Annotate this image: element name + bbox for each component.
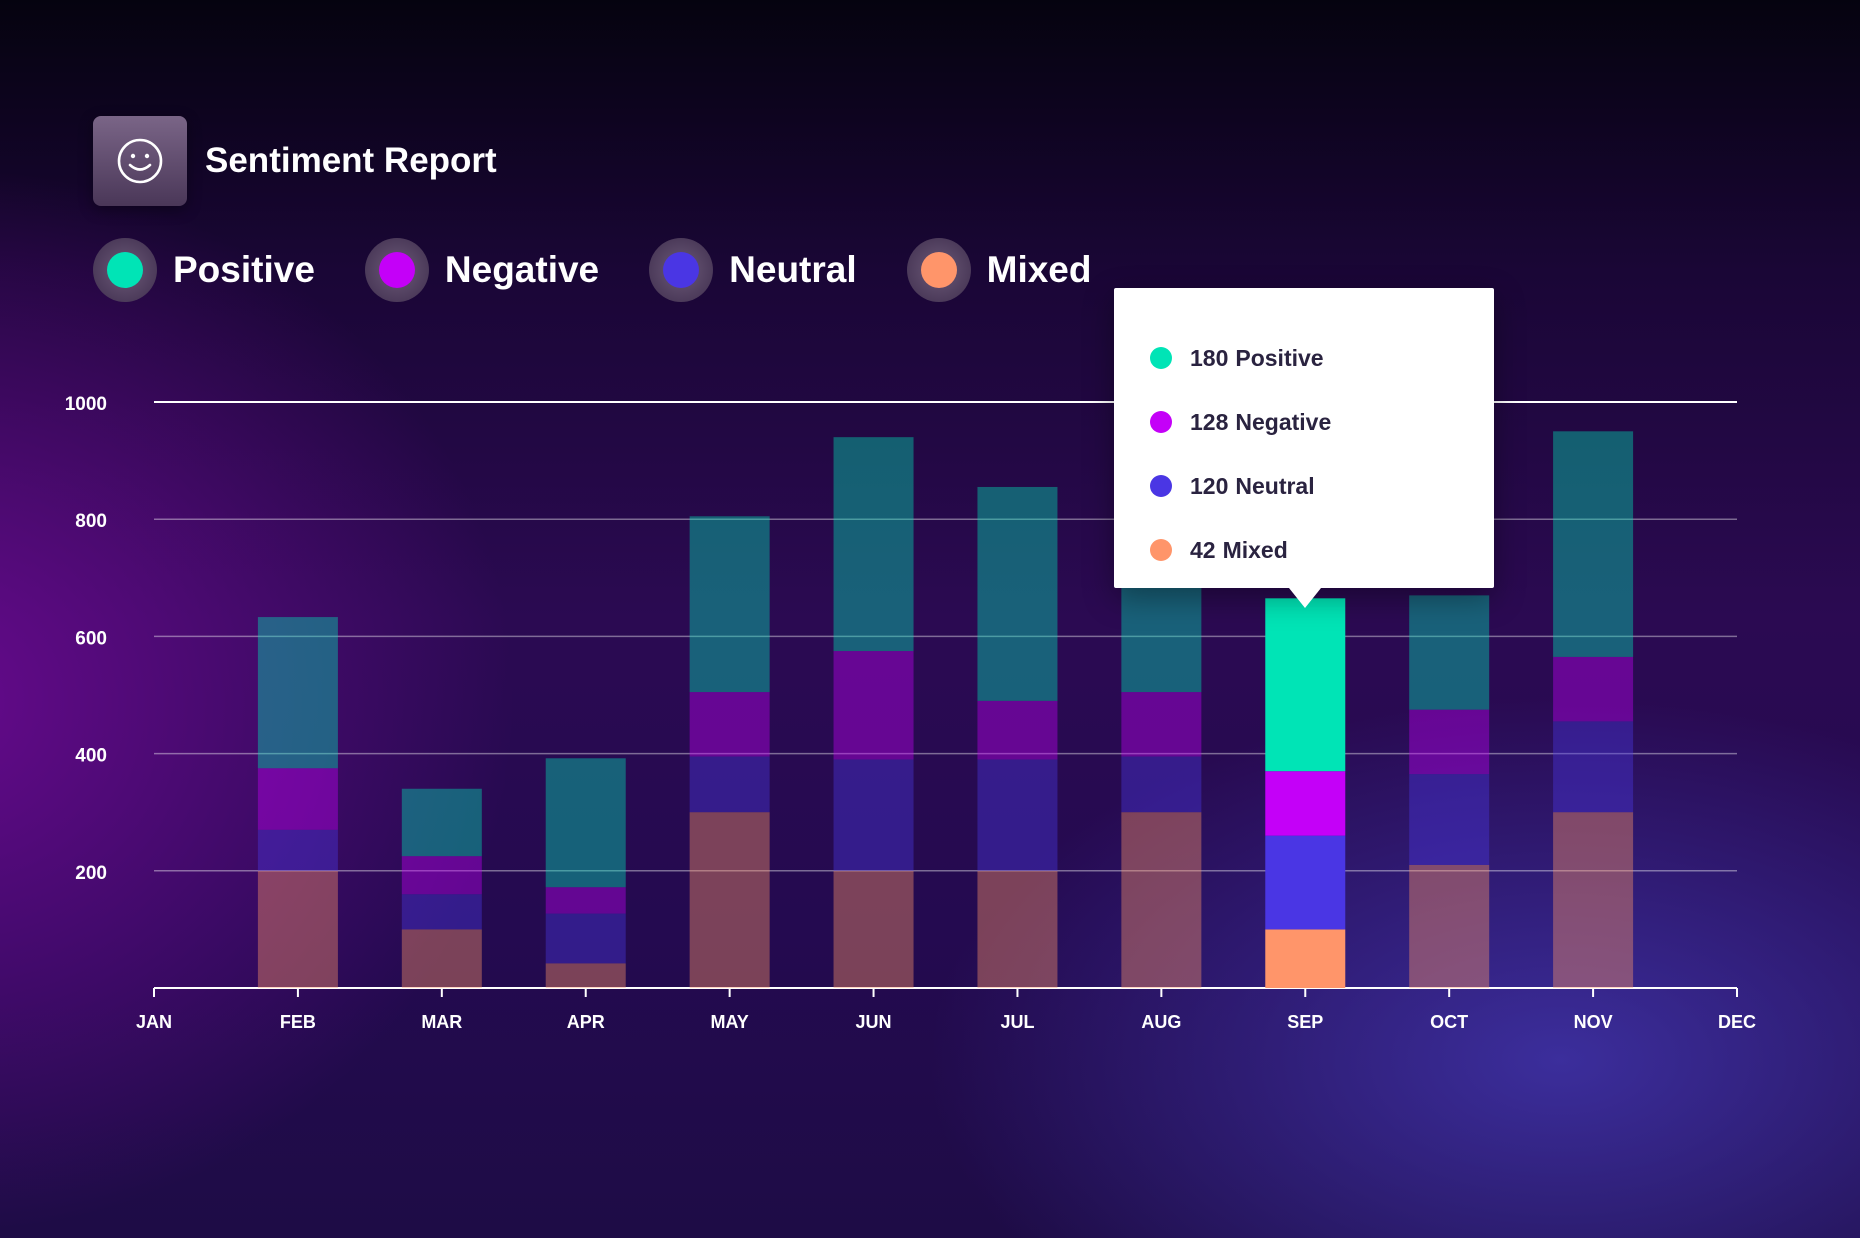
bar-segment-neutral [1265,835,1346,930]
x-tick-label: OCT [1430,1012,1468,1032]
bar-segment-neutral [545,913,626,964]
bar-segment-positive [1553,431,1634,657]
tooltip-label: Negative [1235,408,1332,435]
tooltip-text: 128 Negative [1190,409,1331,436]
tooltip-text: 180 Positive [1190,345,1324,372]
legend-label: Negative [444,249,600,290]
tooltip-value: 120 [1190,472,1229,499]
bar-segment-mixed [1121,812,1202,988]
tooltip-text: 120 Neutral [1190,473,1315,500]
legend-label: Mixed [986,249,1092,290]
bar-segment-negative [833,651,914,760]
legend-marker [364,238,429,302]
x-tick-label: MAR [421,1012,462,1032]
bar-segment-neutral [1409,774,1490,865]
legend-dot-negative [378,252,415,288]
report-header: Sentiment Report [93,116,497,206]
legend-marker [93,238,157,302]
smiley-icon [117,138,163,184]
bar-segment-negative [545,887,626,914]
tooltip-label: Mixed [1222,536,1288,563]
bar-segment-mixed [401,929,482,988]
bar-segment-negative [689,692,770,757]
bar-segment-positive [689,516,770,693]
x-tick-label: APR [567,1012,605,1032]
bar-segment-negative [257,768,338,830]
tooltip-text: 42 Mixed [1190,537,1288,564]
tooltip-row-mixed: 42 Mixed [1150,518,1494,582]
bar-segment-mixed [1409,864,1490,988]
tooltip-value: 128 [1190,408,1229,435]
bar-segment-negative [1265,771,1346,836]
legend-label: Neutral [729,249,857,290]
bar-segment-mixed [1553,812,1634,988]
x-tick-label: JUL [1000,1012,1034,1032]
bar-segment-neutral [257,829,338,871]
tooltip-row-negative: 128 Negative [1150,390,1494,454]
bar-segment-positive [1265,598,1346,772]
x-tick-label: SEP [1287,1012,1323,1032]
bar-segment-mixed [977,870,1058,988]
bar-segment-positive [545,758,626,888]
y-tick-label: 1000 [65,394,107,415]
legend-dot-positive [107,252,143,288]
x-tick-label: AUG [1141,1012,1181,1032]
report-title: Sentiment Report [205,141,497,180]
legend-item-negative[interactable]: Negative [364,238,600,302]
bar-segment-negative [977,700,1058,760]
bar-segment-negative [1553,656,1634,722]
tooltip-row-neutral: 120 Neutral [1150,454,1494,518]
x-tick-label: JAN [136,1012,172,1032]
legend-marker [649,238,714,302]
legend-marker [906,238,971,302]
legend-label: Positive [173,249,315,290]
report-logo [93,116,187,206]
x-tick-label: JUN [856,1012,892,1032]
bar-segment-mixed [1265,929,1346,988]
legend-item-neutral[interactable]: Neutral [649,238,857,302]
tooltip-row-positive: 180 Positive [1150,326,1494,390]
tooltip-dot [1150,475,1172,497]
tooltip-value: 42 [1190,536,1216,563]
y-tick-label: 200 [75,863,107,884]
tooltip-value: 180 [1190,344,1229,371]
bar-segment-neutral [1121,756,1202,813]
tooltip-dot [1150,347,1172,369]
bar-segment-positive [977,486,1058,701]
bar-segment-positive [833,437,914,652]
bar-segment-negative [1409,709,1490,775]
bar-segment-neutral [1553,721,1634,813]
bar-segment-negative [401,856,482,895]
bar-segment-neutral [833,759,914,871]
x-tick-label: MAY [710,1012,748,1032]
x-tick-label: NOV [1574,1012,1613,1032]
bar-segment-positive [1409,595,1490,710]
bar-segment-neutral [689,756,770,813]
bar-segment-neutral [977,759,1058,871]
bar-segment-positive [401,788,482,857]
legend-item-positive[interactable]: Positive [93,238,315,302]
tooltip-dot [1150,539,1172,561]
bar-segment-negative [1121,692,1202,757]
bar-segment-neutral [401,894,482,930]
legend-dot-neutral [663,252,700,288]
tooltip-label: Neutral [1235,472,1315,499]
chart-legend: Positive Negative Neutral Mixed [93,238,1141,302]
y-tick-label: 400 [75,746,107,767]
bar-segment-mixed [545,963,626,988]
tooltip-label: Positive [1235,344,1324,371]
bar-segment-positive [257,617,338,769]
tooltip-dot [1150,411,1172,433]
bar-tooltip: 180 Positive 128 Negative 120 Neutral 42 Mix… [1114,288,1494,608]
bar-segment-mixed [833,870,914,988]
legend-dot-mixed [920,252,957,288]
x-tick-label: DEC [1718,1012,1756,1032]
y-tick-label: 600 [75,628,107,649]
bar-segment-mixed [689,812,770,988]
bar-segment-mixed [257,870,338,988]
x-tick-label: FEB [280,1012,316,1032]
legend-item-mixed[interactable]: Mixed [906,238,1092,302]
y-tick-label: 800 [75,511,107,532]
